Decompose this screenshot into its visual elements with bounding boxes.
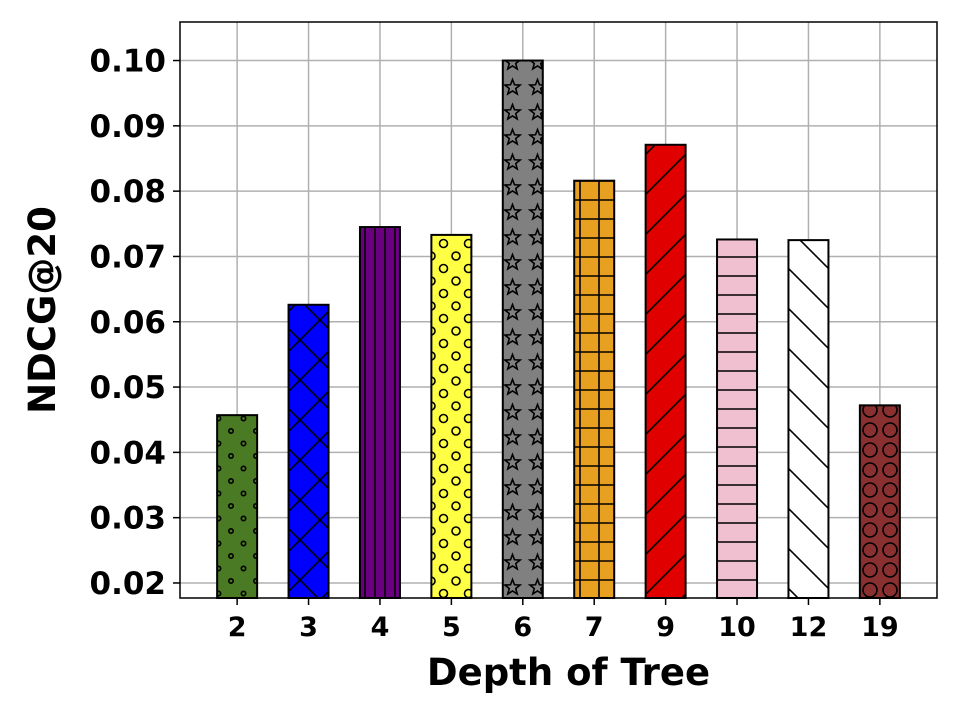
y-tick-label: 0.07: [90, 239, 167, 275]
x-tick-label: 4: [371, 612, 390, 643]
y-tick-label: 0.06: [90, 305, 167, 341]
x-tick-label: 3: [299, 612, 318, 643]
y-tick-label: 0.05: [90, 370, 167, 406]
x-axis-ticks: 2 3 4 5 6 7 9 10 12 19: [228, 598, 899, 643]
x-tick-label: 2: [228, 612, 247, 643]
x-tick-label: 19: [861, 612, 899, 643]
x-tick-label: 9: [656, 612, 675, 643]
bar-depth-9: [644, 143, 687, 599]
y-tick-label: 0.10: [90, 44, 167, 80]
bar-depth-4: [358, 226, 401, 599]
bar-depth-7: [573, 179, 616, 599]
bar-depth-2: [216, 414, 259, 599]
y-tick-label: 0.04: [90, 435, 167, 471]
bar-depth-3: [287, 303, 330, 599]
x-tick-label: 6: [513, 612, 532, 643]
bar-depth-5: [430, 233, 473, 600]
x-tick-label: 10: [718, 612, 756, 643]
x-tick-label: 12: [790, 612, 828, 643]
y-tick-label: 0.03: [90, 501, 167, 537]
plot-frame: [179, 21, 938, 599]
x-tick-label: 7: [585, 612, 604, 643]
bar-depth-19: [858, 404, 901, 599]
y-axis-title: NDCG@20: [21, 206, 64, 414]
bar-depth-10: [716, 238, 759, 599]
bars: [216, 59, 901, 600]
y-tick-label: 0.02: [90, 566, 167, 602]
bar-depth-6: [501, 59, 544, 599]
y-tick-label: 0.08: [90, 174, 167, 210]
bar-depth-12: [787, 239, 830, 600]
x-axis-title: Depth of Tree: [427, 651, 710, 694]
y-tick-label: 0.09: [90, 109, 167, 145]
x-tick-label: 5: [442, 612, 461, 643]
y-axis-ticks: 0.02 0.03 0.04 0.05 0.06 0.07 0.08 0.09 0.10: [90, 44, 180, 602]
